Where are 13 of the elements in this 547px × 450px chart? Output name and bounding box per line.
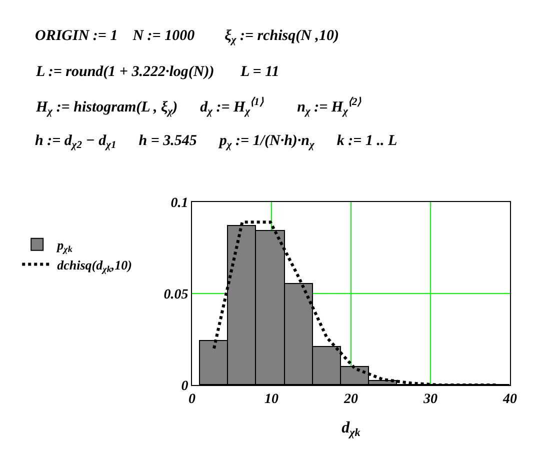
text: L := round(1 + 3.222·log(N)) L = 11 [35, 64, 280, 80]
x-tick-label: 40 [502, 392, 517, 407]
x-tick-label: 20 [343, 392, 358, 407]
legend-label: p$_{χk}$ [56, 237, 73, 254]
x-axis-title: d$_{χk}$ [342, 420, 361, 439]
text: h := d$_{χ2}$ − d$_{χ1}$ h = 3.545 p$_{χ}$ := 1/(N·h)·n$_{χ}$ k := 1 .. L [35, 133, 398, 152]
legend-label: dchisq(d$_{χk}$,10) [57, 257, 132, 274]
text: ORIGIN := 1 N := 1000 ξ$_{χ}$ := rchisq(N ,10) [35, 28, 339, 46]
y-tick-label: 0 [181, 378, 188, 394]
x-tick-label: 10 [264, 392, 278, 407]
y-tick-label: 0.1 [170, 196, 188, 211]
x-tick-label: 30 [422, 392, 438, 407]
y-tick-label: 0.05 [164, 287, 188, 302]
